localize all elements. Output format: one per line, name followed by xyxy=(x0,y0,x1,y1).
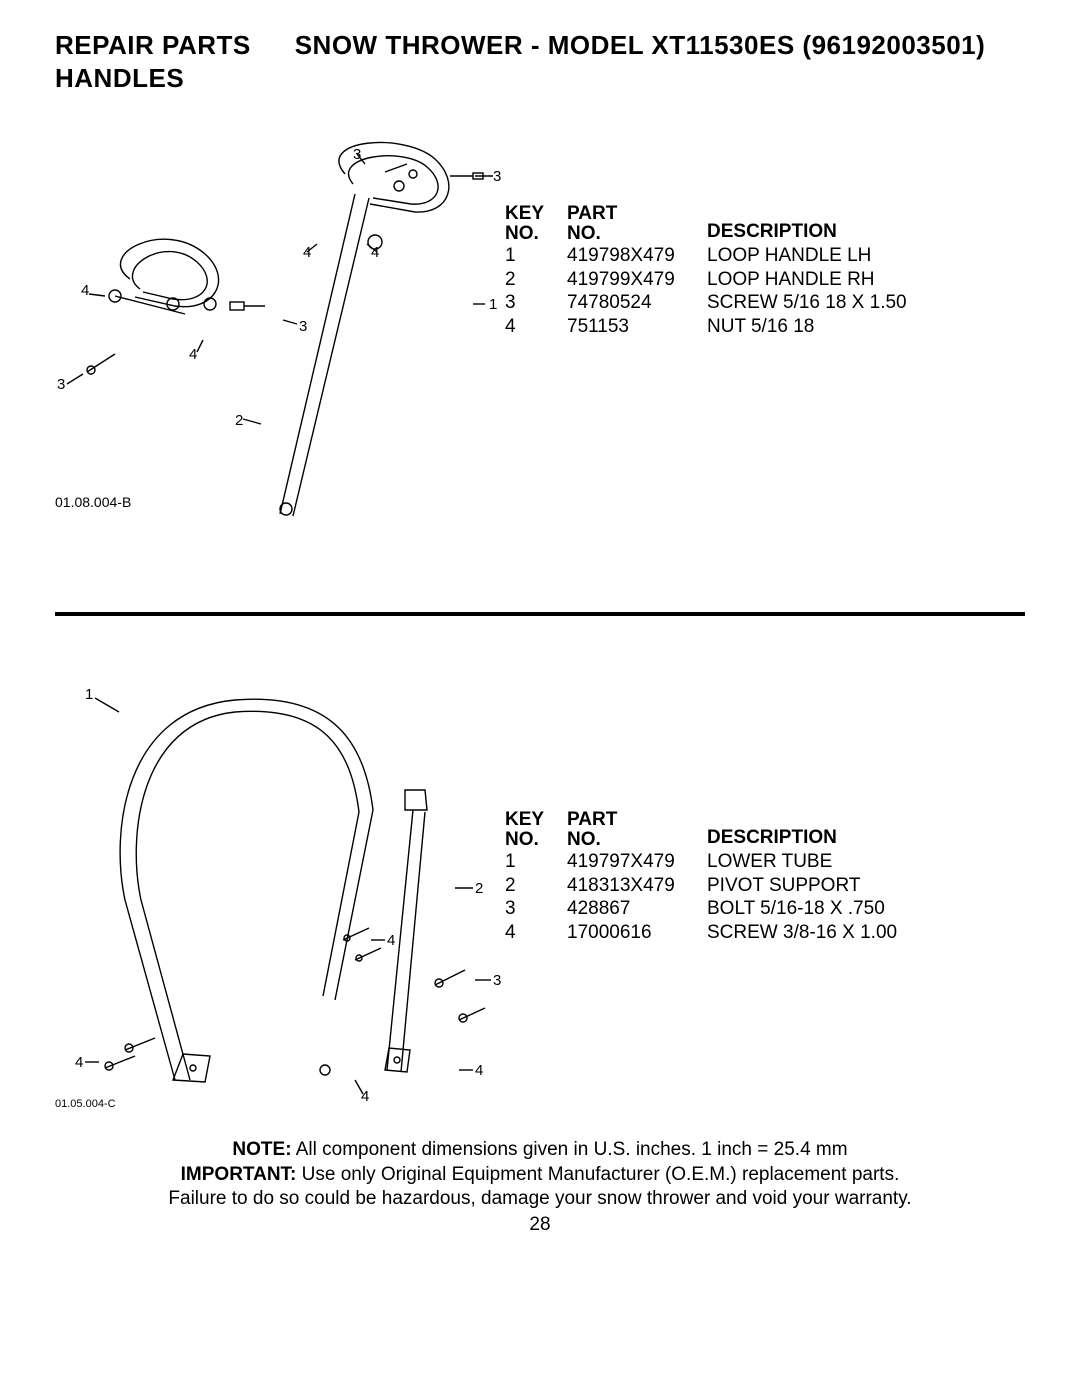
table-row: 4 751153 NUT 5/16 18 xyxy=(505,315,907,339)
important-text: Use only Original Equipment Manufacturer… xyxy=(296,1164,899,1185)
drawing-ref-2: 01.05.004-C xyxy=(55,1098,116,1110)
callout2-4c: 4 xyxy=(361,1088,369,1105)
diagram-1: 3 3 4 4 1 4 3 4 3 2 xyxy=(55,104,495,539)
section-2: 1 2 4 3 4 4 4 01.05.004-C KEYNO. PARTNO.… xyxy=(55,650,1025,1130)
model-code: XT11530ES xyxy=(651,30,794,60)
diagram-1-svg xyxy=(55,104,495,534)
table-row: 2 419799X479 LOOP HANDLE RH xyxy=(505,268,907,292)
footer-important: IMPORTANT: Use only Original Equipment M… xyxy=(55,1163,1025,1188)
head-key: KEYNO. xyxy=(505,810,567,850)
cell-desc: LOOP HANDLE RH xyxy=(707,268,907,292)
cell-desc: PIVOT SUPPORT xyxy=(707,874,897,898)
head-desc: DESCRIPTION xyxy=(707,826,897,850)
cell-desc: BOLT 5/16-18 X .750 xyxy=(707,897,897,921)
cell-key: 1 xyxy=(505,244,567,268)
diagram-2-svg xyxy=(55,650,505,1110)
footer-note: NOTE: All component dimensions given in … xyxy=(55,1138,1025,1163)
cell-part: 428867 xyxy=(567,897,707,921)
callout-4c: 4 xyxy=(81,282,89,299)
callout2-4a: 4 xyxy=(387,932,395,949)
cell-key: 4 xyxy=(505,315,567,339)
cell-part: 419798X479 xyxy=(567,244,707,268)
table-header: KEYNO. PARTNO. DESCRIPTION xyxy=(505,204,907,244)
cell-part: 418313X479 xyxy=(567,874,707,898)
cell-part: 17000616 xyxy=(567,921,707,945)
table-header: KEYNO. PARTNO. DESCRIPTION xyxy=(505,810,897,850)
section-1: 3 3 4 4 1 4 3 4 3 2 01.08.004-B KEYNO. P… xyxy=(55,94,1025,594)
page-number: 28 xyxy=(55,1214,1025,1236)
cell-key: 3 xyxy=(505,291,567,315)
cell-key: 3 xyxy=(505,897,567,921)
callout2-4b: 4 xyxy=(475,1062,483,1079)
table-row: 1 419797X479 LOWER TUBE xyxy=(505,850,897,874)
footer: NOTE: All component dimensions given in … xyxy=(55,1138,1025,1212)
callout2-4d: 4 xyxy=(75,1054,83,1071)
title-prefix: SNOW THROWER - MODEL xyxy=(295,30,652,60)
table-row: 4 17000616 SCREW 3/8-16 X 1.00 xyxy=(505,921,897,945)
note-text: All component dimensions given in U.S. i… xyxy=(292,1139,848,1160)
head-key: KEYNO. xyxy=(505,204,567,244)
table-row: 1 419798X479 LOOP HANDLE LH xyxy=(505,244,907,268)
cell-key: 1 xyxy=(505,850,567,874)
callout-2: 2 xyxy=(235,412,243,429)
diagram-2: 1 2 4 3 4 4 4 xyxy=(55,650,505,1115)
title-model: SNOW THROWER - MODEL XT11530ES (96192003… xyxy=(295,30,986,61)
note-bold: NOTE: xyxy=(232,1139,291,1160)
cell-part: 751153 xyxy=(567,315,707,339)
callout2-2: 2 xyxy=(475,880,483,897)
callout-3b: 3 xyxy=(493,168,501,185)
cell-key: 2 xyxy=(505,268,567,292)
cell-desc: SCREW 5/16 18 X 1.50 xyxy=(707,291,907,315)
footer-line3: Failure to do so could be hazardous, dam… xyxy=(55,1187,1025,1212)
cell-desc: LOOP HANDLE LH xyxy=(707,244,907,268)
cell-part: 74780524 xyxy=(567,291,707,315)
parts-table-2: KEYNO. PARTNO. DESCRIPTION 1 419797X479 … xyxy=(505,810,897,945)
cell-part: 419799X479 xyxy=(567,268,707,292)
table-row: 2 418313X479 PIVOT SUPPORT xyxy=(505,874,897,898)
cell-desc: SCREW 3/8-16 X 1.00 xyxy=(707,921,897,945)
callout2-1: 1 xyxy=(85,686,93,703)
subtitle-handles: HANDLES xyxy=(55,63,1025,94)
cell-desc: LOWER TUBE xyxy=(707,850,897,874)
section-divider xyxy=(55,612,1025,616)
cell-key: 2 xyxy=(505,874,567,898)
cell-key: 4 xyxy=(505,921,567,945)
callout-1: 1 xyxy=(489,296,497,313)
callout-3d: 3 xyxy=(57,376,65,393)
page: REPAIR PARTS SNOW THROWER - MODEL XT1153… xyxy=(0,0,1080,1256)
model-paren: (96192003501) xyxy=(802,30,985,60)
title-repair-parts: REPAIR PARTS xyxy=(55,30,251,61)
drawing-ref-1: 01.08.004-B xyxy=(55,494,131,510)
head-part: PARTNO. xyxy=(567,810,707,850)
callout-3c: 3 xyxy=(299,318,307,335)
head-part: PARTNO. xyxy=(567,204,707,244)
header-row: REPAIR PARTS SNOW THROWER - MODEL XT1153… xyxy=(55,30,1025,61)
parts-table-1: KEYNO. PARTNO. DESCRIPTION 1 419798X479 … xyxy=(505,204,907,339)
cell-part: 419797X479 xyxy=(567,850,707,874)
table-row: 3 428867 BOLT 5/16-18 X .750 xyxy=(505,897,897,921)
important-bold: IMPORTANT: xyxy=(181,1164,297,1185)
callout2-3: 3 xyxy=(493,972,501,989)
table-row: 3 74780524 SCREW 5/16 18 X 1.50 xyxy=(505,291,907,315)
head-desc: DESCRIPTION xyxy=(707,220,907,244)
callout-4a: 4 xyxy=(303,244,311,261)
callout-3a: 3 xyxy=(353,146,361,163)
callout-4b: 4 xyxy=(371,244,379,261)
callout-4d: 4 xyxy=(189,346,197,363)
cell-desc: NUT 5/16 18 xyxy=(707,315,907,339)
